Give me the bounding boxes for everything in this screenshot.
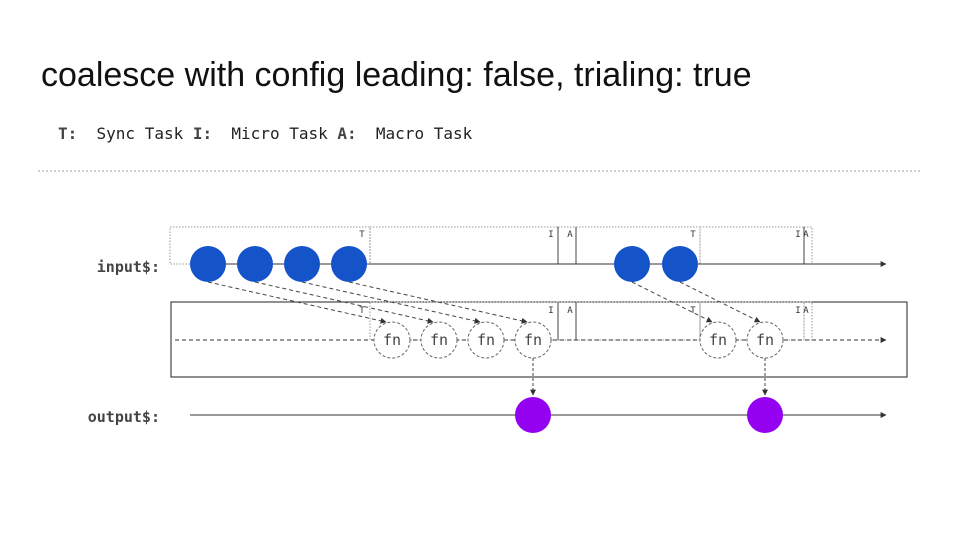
input-marker-micro-2: I [795,230,800,240]
arrow-input-5-to-fn-5 [631,281,713,323]
op-marker-sync-1: T [359,306,365,316]
input-marbles [190,246,698,282]
input-marker-micro-1: I [548,230,553,240]
arrow-input-4-to-fn-4 [348,281,528,324]
input-marble-5 [614,246,650,282]
fn-call-3: fn [467,321,505,359]
fn-to-output-arrows [530,358,768,396]
fn-circle-6 [746,321,784,359]
fn-label-1: fn [383,331,401,349]
fn-label-3: fn [477,331,495,349]
slide-title: coalesce with config leading: false, tri… [41,56,752,94]
arrow-input-2-to-fn-2 [254,281,434,324]
op-marker-micro-2: I [795,306,800,316]
input-stream-label: input$: [97,258,160,276]
arrow-input-1-to-fn-1 [207,281,387,324]
input-marble-3 [284,246,320,282]
fn-circle-2 [420,321,458,359]
output-marble-2 [747,397,783,433]
fn-label-5: fn [709,331,727,349]
input-marble-2 [237,246,273,282]
fn-circle-4 [514,321,552,359]
input-marble-1 [190,246,226,282]
output-stream-label: output$: [88,408,160,426]
op-marker-sync-2: T [690,306,696,316]
fn-circle-3 [467,321,505,359]
fn-call-1: fn [373,321,411,359]
input-marble-6 [662,246,698,282]
fn-circle-1 [373,321,411,359]
input-to-fn-arrows [207,281,761,324]
op-marker-micro-1: I [548,306,553,316]
legend-key-micro: I: [192,124,213,143]
output-marble-1 [515,397,551,433]
legend-text-sync: Sync Task [96,124,184,143]
fn-calls: fn fn fn fn fn fn [373,321,784,359]
fn-call-2: fn [420,321,458,359]
arrow-input-6-to-fn-6 [679,281,761,323]
input-marker-macro-1: A [567,230,573,240]
input-marker-macro-2: A [803,230,809,240]
input-marker-sync-2: T [690,230,696,240]
fn-call-4: fn [514,321,552,359]
input-micro-box-2 [699,226,805,265]
fn-call-6: fn [746,321,784,359]
op-marker-macro-1: A [567,306,573,316]
input-micro-box-1 [369,226,559,265]
legend-text-macro: Macro Task [375,124,473,143]
input-marble-4 [331,246,367,282]
fn-label-6: fn [756,331,774,349]
legend-key-sync: T: [58,124,78,143]
fn-label-4: fn [524,331,542,349]
legend-key-macro: A: [337,124,357,143]
op-macro-box-2 [803,301,813,341]
op-marker-macro-2: A [803,306,809,316]
output-marbles [515,397,783,433]
legend-text-micro: Micro Task [231,124,328,143]
op-sync-box-2 [575,301,701,341]
fn-circle-5 [699,321,737,359]
fn-call-5: fn [699,321,737,359]
operator-task-solid-edges [557,302,577,340]
fn-label-2: fn [430,331,448,349]
task-legend: T: Sync Task I: Micro Task A: Macro Task [58,124,472,143]
input-marker-sync-1: T [359,230,365,240]
section-divider [38,170,920,172]
arrow-input-3-to-fn-3 [301,281,481,324]
input-task-solid-edges [557,227,805,264]
